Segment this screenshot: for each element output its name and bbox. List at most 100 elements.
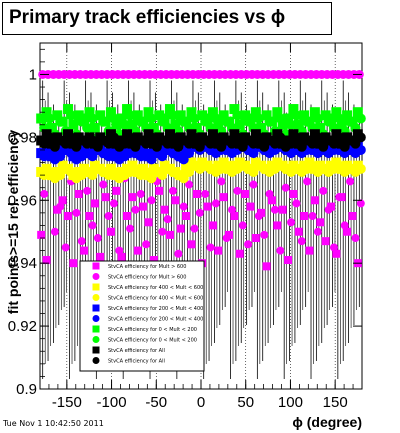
data-point: [241, 189, 250, 198]
data-point: [235, 249, 244, 258]
data-point: [46, 122, 57, 133]
data-point: [192, 189, 201, 198]
data-point: [343, 227, 352, 236]
data-point: [123, 212, 132, 220]
data-point: [260, 230, 269, 239]
y-axis-title: fit points>=15 rel. efficiency: [5, 130, 21, 315]
data-point: [244, 240, 253, 249]
x-axis-title: ϕ (degree): [292, 414, 362, 430]
data-point: [56, 202, 65, 211]
legend-label: StvCA efficiency for All: [108, 359, 165, 365]
data-point: [93, 234, 102, 243]
y-tick-label: 0.96: [8, 192, 37, 209]
data-point: [117, 252, 126, 261]
data-point: [319, 186, 328, 195]
data-point: [149, 256, 158, 265]
data-point: [44, 113, 55, 124]
data-point: [316, 218, 325, 227]
data-point: [232, 110, 243, 121]
data-point: [73, 110, 84, 121]
data-point: [329, 243, 338, 252]
legend-marker: [92, 294, 100, 301]
data-point: [160, 205, 169, 214]
data-point: [164, 104, 175, 115]
data-point: [324, 205, 333, 214]
data-point: [278, 205, 287, 214]
data-point: [222, 234, 231, 243]
data-point: [82, 122, 93, 133]
data-point: [206, 243, 215, 252]
data-point: [230, 212, 239, 220]
data-point: [214, 246, 223, 255]
data-point: [128, 193, 137, 202]
data-point: [232, 132, 243, 143]
data-point: [213, 119, 224, 130]
data-point: [265, 189, 274, 198]
data-point: [277, 119, 288, 130]
y-tick-label: 0.98: [8, 129, 37, 146]
data-point: [229, 104, 240, 115]
data-point: [348, 212, 357, 220]
data-point: [284, 256, 293, 265]
data-point: [182, 212, 191, 220]
data-point: [340, 221, 349, 230]
data-point: [313, 227, 322, 236]
data-point: [294, 227, 303, 236]
data-point: [176, 224, 185, 233]
data-point: [119, 119, 130, 130]
data-point: [293, 119, 304, 130]
x-tick-label: 100: [278, 394, 303, 411]
data-point: [99, 180, 108, 189]
data-point: [233, 186, 242, 195]
data-point: [334, 113, 345, 124]
legend-marker: [92, 315, 100, 322]
data-point: [144, 218, 153, 227]
y-tick-label: 0.92: [8, 318, 37, 335]
legend-marker: [92, 336, 100, 343]
data-point: [146, 113, 157, 124]
data-point: [189, 132, 200, 143]
data-point: [167, 110, 178, 121]
data-point: [96, 252, 105, 261]
data-point: [171, 196, 180, 205]
data-point: [291, 132, 302, 143]
data-point: [211, 199, 220, 208]
legend-label: StvCA efficiency for 400 < Mult < 600: [108, 296, 203, 302]
data-point: [342, 110, 353, 121]
data-point: [63, 104, 74, 115]
data-point: [125, 132, 136, 143]
data-point: [355, 163, 366, 174]
data-point: [36, 113, 47, 124]
data-point: [218, 110, 229, 121]
data-point: [332, 249, 341, 258]
data-point: [191, 122, 202, 133]
data-point: [210, 132, 221, 143]
x-tick-label: -100: [97, 394, 127, 411]
data-point: [85, 212, 94, 220]
data-point: [256, 122, 267, 133]
data-point: [228, 205, 237, 214]
chart-title: Primary track efficiencies vs ϕ: [9, 7, 286, 28]
data-point: [147, 196, 156, 205]
data-point: [310, 196, 319, 205]
data-point: [142, 240, 151, 249]
data-point: [88, 221, 97, 230]
data-point: [335, 193, 344, 202]
data-point: [253, 113, 264, 124]
legend-label: StvCA efficiency for 200 < Mult < 400: [108, 306, 203, 312]
data-point: [356, 199, 365, 208]
data-point: [299, 110, 310, 121]
data-point: [281, 183, 290, 192]
data-point: [101, 193, 110, 202]
data-point: [72, 208, 81, 217]
data-points: [36, 69, 366, 271]
data-point: [132, 110, 143, 121]
data-point: [122, 104, 133, 115]
data-point: [106, 227, 115, 236]
data-point: [127, 119, 138, 130]
data-point: [320, 110, 331, 121]
data-point: [37, 230, 46, 239]
data-point: [292, 199, 301, 208]
data-point: [109, 199, 118, 208]
